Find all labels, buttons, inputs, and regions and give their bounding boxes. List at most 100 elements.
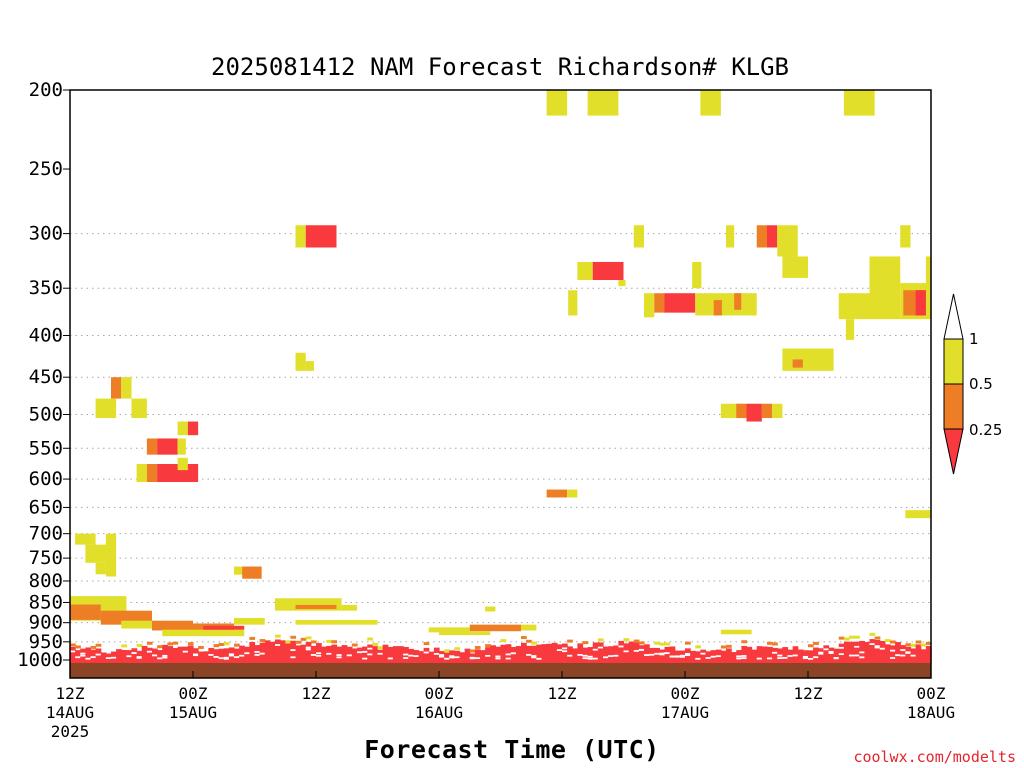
surface-gap	[218, 657, 225, 660]
surface-gap	[485, 654, 491, 657]
heatmap-cell	[838, 293, 870, 320]
surface-cell	[925, 646, 932, 663]
surface-cell	[659, 649, 666, 663]
surface-gap	[859, 651, 865, 654]
surface-cell	[664, 646, 671, 663]
surface-cell	[249, 641, 256, 663]
surface-cell	[654, 647, 660, 663]
surface-layer	[70, 632, 932, 678]
surface-gap	[900, 654, 906, 657]
surface-cell	[90, 645, 97, 649]
surface-gap	[259, 652, 266, 655]
surface-cell	[751, 649, 758, 663]
surface-cell	[218, 643, 225, 647]
heatmap-cell	[567, 489, 578, 498]
surface-cell	[864, 642, 871, 663]
heatmap-cell	[726, 225, 735, 248]
surface-cell	[187, 642, 194, 646]
heatmap-cell	[915, 290, 926, 316]
surface-gap	[80, 654, 86, 657]
surface-gap	[362, 657, 368, 660]
heatmap-cell	[152, 620, 193, 631]
surface-cell	[428, 651, 435, 663]
surface-gap	[367, 653, 373, 656]
surface-cell	[833, 648, 840, 663]
x-tick-label: 12Z	[56, 684, 85, 703]
x-tick-label: 18AUG	[907, 703, 955, 722]
surface-cell	[521, 636, 527, 640]
heatmap-cell	[95, 562, 106, 575]
surface-cell	[905, 643, 912, 647]
surface-cell	[772, 647, 778, 663]
heatmap-cell	[905, 510, 931, 519]
y-tick-label: 600	[29, 468, 63, 490]
surface-cell	[444, 652, 450, 663]
surface-gap	[336, 656, 343, 659]
surface-gap	[80, 652, 86, 655]
surface-cell	[234, 648, 240, 663]
grid-lines	[70, 233, 931, 643]
surface-gap	[439, 655, 445, 658]
surface-cell	[300, 644, 307, 663]
heatmap-cell	[546, 489, 568, 498]
heatmap-cell	[746, 403, 762, 422]
surface-cell	[362, 646, 368, 663]
surface-gap	[777, 657, 783, 660]
surface-cell	[644, 644, 650, 663]
surface-cell	[300, 637, 307, 641]
surface-cell	[70, 646, 76, 663]
surface-cell	[695, 651, 701, 663]
legend-label: 0.25	[969, 421, 1002, 439]
surface-cell	[290, 640, 297, 663]
surface-cell	[305, 641, 312, 663]
legend-label: 1	[969, 330, 979, 348]
surface-cell	[70, 643, 76, 647]
surface-gap	[644, 654, 650, 656]
surface-cell	[423, 642, 430, 646]
surface-cell	[726, 648, 732, 663]
x-tick-label: 00Z	[179, 684, 208, 703]
heatmap-cell	[592, 261, 624, 281]
surface-cell	[767, 641, 773, 645]
legend-swatch-top	[943, 293, 964, 340]
surface-cell	[567, 646, 573, 663]
surface-cell	[526, 639, 532, 643]
surface-cell	[480, 650, 486, 663]
surface-gap	[874, 646, 881, 649]
surface-gap	[854, 654, 860, 657]
y-axis-ticks: 200 250 300 350 400 450 500 550 600 650 7007508008…	[17, 79, 70, 671]
surface-cell	[925, 641, 932, 645]
surface-cell	[874, 636, 881, 640]
surface-cell	[372, 646, 379, 663]
surface-gap	[623, 650, 630, 653]
surface-cell	[474, 645, 481, 649]
surface-cell	[808, 644, 814, 648]
y-tick-label: 700	[29, 523, 63, 545]
y-tick-label: 250	[29, 158, 63, 180]
surface-gap	[818, 651, 824, 654]
heatmap-cell	[568, 290, 578, 316]
surface-gap	[587, 657, 594, 660]
x-tick-label: 12Z	[794, 684, 823, 703]
heatmap-cell	[177, 421, 188, 436]
surface-cell	[638, 645, 645, 663]
y-tick-label: 850	[29, 591, 63, 613]
y-tick-label: 400	[29, 324, 63, 346]
surface-cell	[618, 640, 625, 663]
heatmap-cell	[121, 377, 132, 399]
surface-gap	[772, 651, 778, 654]
surface-cell	[377, 646, 384, 650]
surface-gap	[505, 657, 512, 660]
x-tick-label: 15AUG	[169, 703, 217, 722]
x-tick-label: 00Z	[671, 684, 700, 703]
surface-cell	[218, 648, 225, 663]
heatmap-cell	[177, 438, 186, 455]
surface-cell	[131, 648, 138, 663]
surface-cell	[690, 650, 696, 663]
surface-gap	[275, 644, 281, 646]
heatmap-cell	[703, 90, 712, 99]
surface-cell	[116, 649, 122, 663]
surface-cell	[869, 639, 876, 663]
surface-cell	[562, 643, 568, 663]
y-tick-label: 200	[29, 79, 63, 101]
